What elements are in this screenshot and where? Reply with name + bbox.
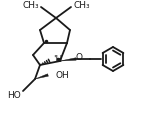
Text: HO: HO	[7, 91, 21, 100]
Text: CH₃: CH₃	[73, 1, 90, 10]
Text: OH: OH	[56, 71, 70, 80]
Text: 'H: 'H	[53, 55, 62, 63]
Text: O: O	[75, 52, 83, 61]
Text: CH₃: CH₃	[22, 1, 39, 10]
Polygon shape	[60, 58, 76, 61]
Polygon shape	[35, 74, 48, 79]
